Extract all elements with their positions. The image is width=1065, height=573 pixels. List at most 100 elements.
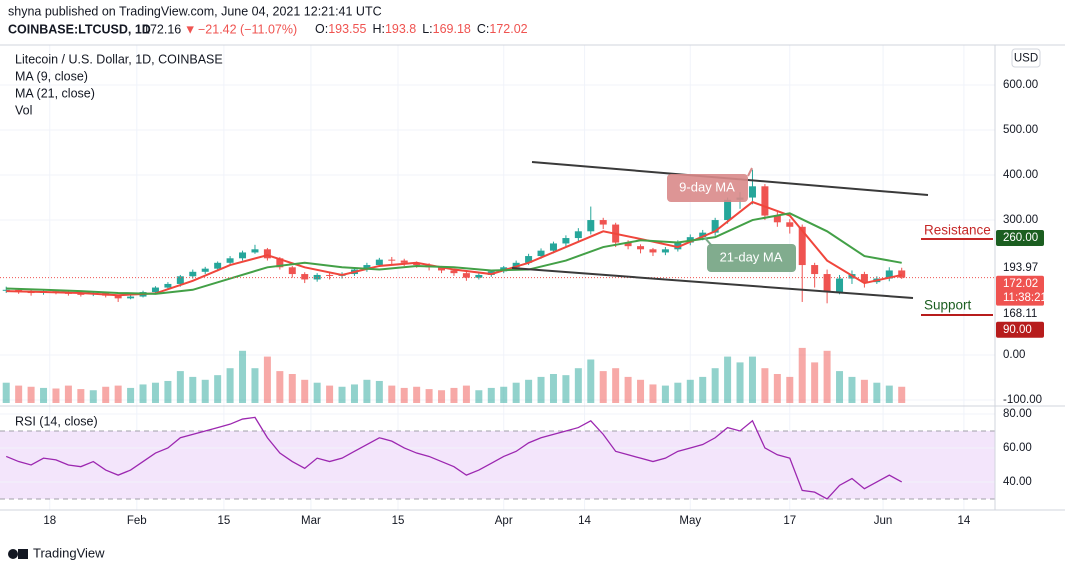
x-tick-label: 14 bbox=[958, 515, 971, 527]
candle-body bbox=[574, 231, 582, 239]
candle-body bbox=[786, 222, 794, 227]
volume-bar bbox=[624, 376, 632, 403]
candle-body bbox=[114, 295, 122, 299]
candle-body bbox=[549, 243, 557, 251]
volume-bar bbox=[475, 390, 483, 403]
candle-body bbox=[711, 220, 719, 233]
symbol: COINBASE:LTCUSD, 1D bbox=[8, 22, 151, 36]
candle-body bbox=[251, 249, 259, 253]
price-label-box bbox=[996, 321, 1044, 338]
candle-body bbox=[811, 265, 819, 275]
legend-entry: Vol bbox=[15, 103, 32, 117]
ohlc-label: L: bbox=[422, 22, 432, 36]
volume-bar bbox=[898, 386, 906, 403]
volume-bar bbox=[512, 382, 520, 403]
volume-bar bbox=[686, 379, 694, 403]
volume-bar bbox=[487, 387, 495, 403]
candle-body bbox=[587, 220, 595, 232]
volume-bar bbox=[587, 359, 595, 403]
volume-bar bbox=[860, 379, 868, 403]
y-tick-label: 600.00 bbox=[1003, 79, 1038, 91]
volume-bar bbox=[400, 387, 408, 403]
volume-bar bbox=[239, 350, 247, 403]
volume-bar bbox=[748, 356, 756, 403]
annotation: Resistance bbox=[924, 223, 991, 238]
candle-body bbox=[400, 260, 408, 263]
price-label: 168.11 bbox=[1003, 308, 1037, 320]
rsi-legend: RSI (14, close) bbox=[15, 414, 98, 428]
candle-body bbox=[313, 274, 321, 280]
y-tick-label: 300.00 bbox=[1003, 214, 1038, 226]
ohlc-value: 193.8 bbox=[385, 22, 416, 36]
candle-body bbox=[898, 270, 906, 278]
candle-body bbox=[77, 293, 85, 295]
volume-bar bbox=[263, 356, 271, 403]
price-label-box bbox=[996, 230, 1044, 247]
candle-body bbox=[649, 249, 657, 253]
volume-bar bbox=[52, 388, 60, 403]
brand: TradingView bbox=[33, 545, 105, 560]
candle-body bbox=[214, 262, 222, 269]
price-label-box bbox=[996, 259, 1044, 276]
candle-body bbox=[724, 199, 732, 221]
change-arrow: ▼ bbox=[184, 22, 196, 36]
volume-bar bbox=[114, 385, 122, 403]
volume-bar bbox=[786, 376, 794, 403]
ohlc-value: 193.55 bbox=[328, 22, 366, 36]
candle-body bbox=[164, 283, 172, 288]
candle-body bbox=[798, 226, 806, 266]
candle-body bbox=[375, 259, 383, 266]
candle-body bbox=[151, 287, 159, 293]
volume-bar bbox=[313, 382, 321, 403]
x-tick-label: May bbox=[679, 515, 701, 527]
volume-bar bbox=[350, 384, 358, 403]
volume-bar bbox=[226, 368, 234, 403]
price-label: 193.97 bbox=[1003, 262, 1038, 274]
candle-body bbox=[674, 242, 682, 250]
ma-line bbox=[6, 212, 902, 295]
volume-bar bbox=[438, 390, 446, 403]
y-tick-label: 0.00 bbox=[1003, 349, 1025, 361]
annotation-box bbox=[707, 244, 796, 272]
volume-bar bbox=[736, 362, 744, 403]
volume-bar bbox=[724, 356, 732, 403]
ohlc: O:193.55 H:193.8 L:169.18 C:172.02 bbox=[315, 22, 528, 36]
ohlc-value: 169.18 bbox=[433, 22, 471, 36]
volume-bar bbox=[64, 385, 72, 403]
volume-bar bbox=[388, 385, 396, 403]
volume-bar bbox=[127, 387, 135, 403]
volume-bar bbox=[77, 389, 85, 403]
volume-bar bbox=[848, 376, 856, 403]
countdown: 11:38:21 bbox=[1003, 292, 1047, 304]
x-tick-label: Mar bbox=[301, 515, 321, 527]
rsi-band bbox=[0, 430, 995, 499]
volume-bar bbox=[823, 350, 831, 403]
volume-bar bbox=[326, 385, 334, 403]
volume-bar bbox=[214, 375, 222, 403]
x-tick-label: Apr bbox=[495, 515, 513, 527]
x-tick-label: Jun bbox=[874, 515, 893, 527]
rsi-tick-label: 80.00 bbox=[1003, 408, 1032, 420]
volume-bar bbox=[761, 368, 769, 403]
candle-body bbox=[624, 242, 632, 247]
volume-bar bbox=[288, 374, 296, 403]
candle-body bbox=[885, 270, 893, 279]
rsi-tick-label: 40.00 bbox=[1003, 476, 1032, 488]
candle-body bbox=[301, 274, 309, 280]
candle-body bbox=[450, 270, 458, 274]
legend-entry: MA (9, close) bbox=[15, 69, 88, 83]
volume-bar bbox=[363, 379, 371, 403]
annotation: Support bbox=[924, 298, 972, 313]
volume-bar bbox=[661, 385, 669, 403]
volume-bar bbox=[674, 382, 682, 403]
candle-body bbox=[226, 258, 234, 263]
currency-box bbox=[1011, 48, 1041, 68]
x-tick-label: Feb bbox=[127, 515, 147, 527]
logo bbox=[8, 549, 28, 559]
candle-body bbox=[475, 274, 483, 278]
candle-body bbox=[537, 250, 545, 257]
x-tick-label: 18 bbox=[43, 515, 56, 527]
y-tick-label: 500.00 bbox=[1003, 124, 1038, 136]
volume-bar bbox=[301, 379, 309, 403]
